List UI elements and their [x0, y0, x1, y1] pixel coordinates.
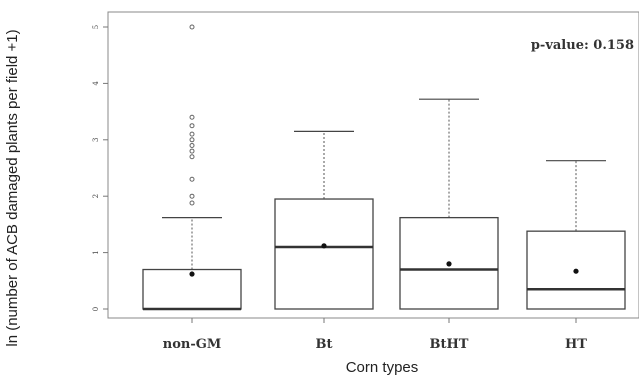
outlier-point: [189, 176, 195, 182]
y-axis-title: ln (number of ACB damaged plants per fie…: [4, 29, 21, 346]
y-tick-label: 0: [92, 307, 100, 311]
boxes-group: [142, 24, 626, 311]
mean-point: [189, 271, 195, 277]
y-tick-label: 1: [92, 250, 100, 254]
outlier-point: [189, 114, 195, 120]
box-ht: [526, 160, 626, 310]
box-btht: [399, 98, 499, 310]
box-non-gm: [142, 24, 242, 311]
mean-point: [573, 268, 579, 274]
x-axis: non-GM Bt BtHT HT: [163, 318, 587, 352]
box-bt: [274, 130, 374, 310]
y-tick-label: 4: [92, 81, 100, 86]
x-tick-label: BtHT: [430, 337, 469, 352]
outlier-point: [189, 193, 195, 199]
x-tick-label: Bt: [316, 337, 333, 352]
x-axis-title: Corn types: [346, 359, 419, 375]
y-tick-label: 2: [92, 194, 100, 198]
mean-point: [446, 261, 452, 267]
outlier-point: [189, 123, 195, 129]
x-tick-label: HT: [565, 337, 587, 352]
outlier-point: [189, 137, 195, 143]
plot-frame: [107, 11, 639, 319]
y-tick-label: 3: [92, 138, 100, 142]
outlier-point: [189, 131, 195, 137]
iqr-box: [274, 198, 374, 310]
outlier-point: [189, 24, 195, 30]
outlier-point: [189, 142, 195, 148]
x-tick-label: non-GM: [163, 337, 221, 352]
mean-point: [321, 243, 327, 249]
outlier-point: [189, 154, 195, 160]
outlier-point: [189, 148, 195, 154]
outlier-point: [189, 200, 195, 206]
y-axis: 0 1 2 3 4 5: [92, 25, 108, 311]
p-value-annotation: p-value: 0.158: [531, 38, 634, 53]
y-tick-label: 5: [92, 25, 100, 29]
